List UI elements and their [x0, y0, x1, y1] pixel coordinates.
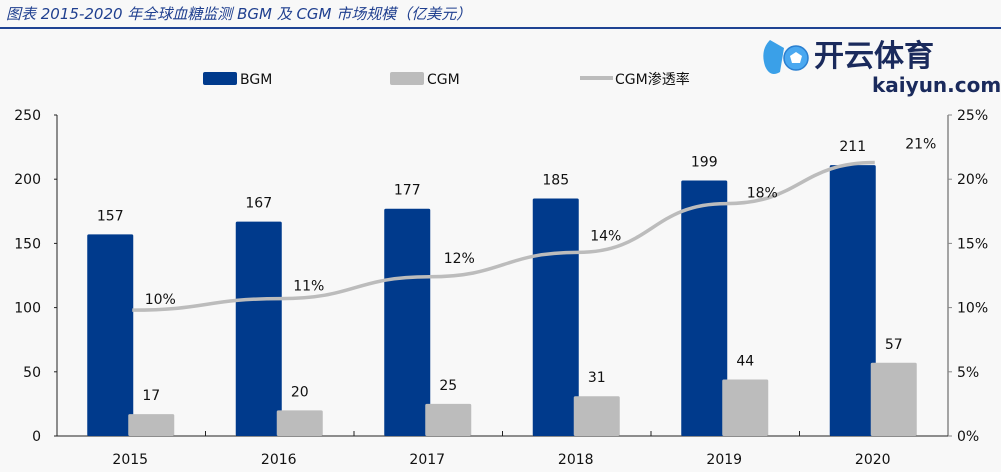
- legend-label-bgm: BGM: [240, 72, 272, 88]
- bar-bgm: [681, 180, 728, 436]
- bar-cgm: [276, 410, 323, 436]
- label-cgm: 31: [588, 370, 606, 386]
- legend-swatch-bgm: [203, 72, 237, 85]
- x-tick-label: 2017: [409, 452, 445, 468]
- bar-bgm: [87, 234, 134, 436]
- bar-bgm: [829, 165, 876, 437]
- watermark-logo-icon: [763, 40, 809, 74]
- x-tick-label: 2018: [558, 452, 594, 468]
- label-bgm: 157: [97, 208, 124, 224]
- y-right-tick-label: 0%: [957, 429, 979, 445]
- chart-title: 图表 2015-2020 年全球血糖监测 BGM 及 CGM 市场规模（亿美元）: [6, 5, 472, 23]
- x-tick-label: 2016: [261, 452, 297, 468]
- y-left-tick-label: 0: [32, 429, 41, 445]
- watermark: 开云体育 kaiyun.com: [763, 39, 1001, 97]
- y-right-tick-label: 5%: [957, 365, 979, 381]
- y-right-tick-label: 25%: [957, 108, 988, 124]
- bar-cgm: [128, 414, 175, 436]
- x-tick-label: 2019: [706, 452, 742, 468]
- x-tick-label: 2015: [112, 452, 148, 468]
- y-left-tick-label: 250: [14, 108, 41, 124]
- bar-bgm: [532, 198, 579, 436]
- label-rate: 14%: [590, 228, 621, 244]
- bar-bgm: [235, 221, 282, 436]
- legend-swatch-cgm: [390, 72, 424, 85]
- bar-cgm: [722, 379, 769, 436]
- bars: [87, 165, 917, 437]
- label-bgm: 211: [839, 139, 866, 155]
- rate-line-path: [132, 160, 875, 312]
- axes: 0 50 100 150 200 250 0% 5% 10% 15% 20% 25% 2015 2016 2…: [14, 108, 988, 468]
- data-labels: 157 17 167 20 177 25 185 31 199 44 211 57 10% 11% 12% 1…: [97, 137, 936, 405]
- legend-label-cgm-rate: CGM渗透率: [615, 71, 690, 88]
- y-left-tick-label: 50: [23, 365, 41, 381]
- bar-cgm: [870, 362, 917, 436]
- label-cgm: 17: [142, 388, 160, 404]
- watermark-cn: 开云体育: [814, 39, 934, 74]
- label-rate: 12%: [444, 251, 475, 267]
- label-bgm: 185: [542, 172, 569, 188]
- x-tick-label: 2020: [855, 452, 891, 468]
- label-rate: 21%: [905, 137, 936, 153]
- title-underline: [0, 27, 1001, 29]
- label-rate: 11%: [293, 279, 324, 295]
- label-bgm: 199: [691, 154, 718, 170]
- label-cgm: 20: [291, 384, 309, 400]
- label-cgm: 57: [885, 337, 903, 353]
- y-left-tick-label: 150: [14, 236, 41, 252]
- bar-cgm: [573, 396, 620, 436]
- label-cgm: 44: [736, 354, 754, 370]
- y-left-tick-label: 100: [14, 301, 41, 317]
- label-bgm: 177: [394, 183, 421, 199]
- bar-bgm: [384, 208, 431, 436]
- y-right-tick-label: 10%: [957, 301, 988, 317]
- label-rate: 10%: [145, 292, 176, 308]
- label-bgm: 167: [245, 196, 272, 212]
- legend-label-cgm: CGM: [427, 72, 460, 88]
- legend: BGM CGM CGM渗透率: [203, 71, 690, 88]
- watermark-en: kaiyun.com: [872, 73, 1001, 97]
- label-cgm: 25: [439, 378, 457, 394]
- y-left-tick-label: 200: [14, 172, 41, 188]
- y-right-tick-label: 15%: [957, 236, 988, 252]
- bar-cgm: [425, 403, 472, 436]
- label-rate: 18%: [747, 186, 778, 202]
- y-right-tick-label: 20%: [957, 172, 988, 188]
- rate-line: [132, 160, 875, 312]
